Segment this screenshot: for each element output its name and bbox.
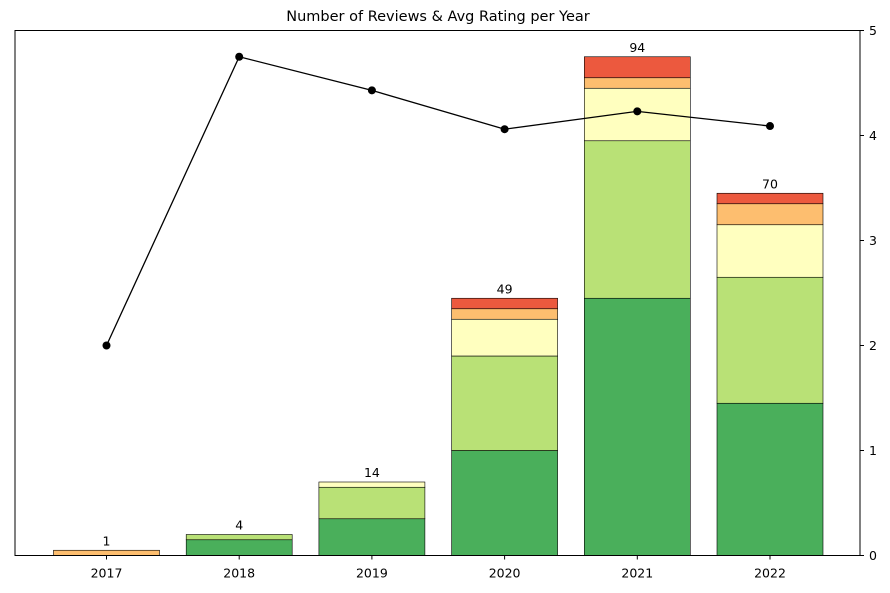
- avg-rating-point-2017: [102, 341, 111, 350]
- y-right-tick-label-5: 5: [869, 23, 877, 38]
- avg-rating-point-2022: [766, 122, 774, 131]
- x-tick-label-2017: 2017: [91, 566, 123, 581]
- bar-segment-2022-level-4: [716, 203, 824, 226]
- x-axis: 2017 2018 2019 2020 2021 2022: [91, 555, 786, 581]
- bar-segment-2020-level-1: [451, 450, 558, 556]
- bars-layer: [53, 56, 824, 556]
- bar-segment-2018-level-1: [185, 539, 293, 556]
- y-right-tick-label-0: 0: [869, 548, 877, 563]
- chart-title: Number of Reviews & Avg Rating per Year: [286, 9, 590, 25]
- avg-rating-point-2021: [633, 107, 642, 116]
- bar-segment-2019-level-2: [318, 486, 426, 520]
- avg-rating-line: [105, 55, 771, 346]
- x-tick-label-2020: 2020: [489, 566, 521, 581]
- bar-segment-2021-level-1: [583, 297, 691, 556]
- bar-segment-2020-level-3: [451, 318, 558, 357]
- avg-rating-point-2018: [235, 52, 244, 61]
- y-right-tick-label-4: 4: [869, 128, 877, 143]
- bar-segment-2018-level-2: [185, 534, 293, 541]
- bar-segment-2022-level-2: [716, 276, 824, 404]
- bar-total-label-2018: 4: [235, 518, 243, 533]
- bar-total-label-2021: 94: [629, 40, 645, 55]
- bar-segment-2019-level-1: [318, 518, 426, 556]
- y-axis-right: 0 1 2 3 4 5: [860, 23, 877, 563]
- bar-segment-2017-level-4: [53, 549, 160, 556]
- bar-segment-2020-level-5: [451, 297, 558, 310]
- bar-segment-2019-level-3: [318, 481, 426, 488]
- bar-segment-2021-level-2: [583, 140, 691, 299]
- y-right-tick-label-1: 1: [869, 443, 877, 458]
- avg-rating-point-2019: [367, 86, 376, 95]
- bar-segment-2020-level-4: [451, 308, 558, 320]
- bar-total-label-2017: 1: [103, 533, 111, 548]
- bar-segment-2021-level-4: [583, 77, 691, 89]
- y-right-tick-label-2: 2: [869, 338, 877, 353]
- bar-segment-2020-level-2: [451, 355, 558, 451]
- bar-total-label-2022: 70: [762, 176, 778, 191]
- bar-segment-2022-level-3: [716, 224, 824, 278]
- x-tick-label-2021: 2021: [621, 566, 653, 581]
- y-right-tick-label-3: 3: [869, 233, 877, 248]
- avg-rating-point-2020: [500, 125, 509, 134]
- x-tick-label-2018: 2018: [223, 566, 255, 581]
- bar-total-label-2020: 49: [497, 281, 513, 296]
- bar-segment-2022-level-5: [716, 192, 824, 205]
- bar-total-label-2019: 14: [364, 465, 380, 480]
- bar-segment-2021-level-5: [583, 56, 691, 79]
- x-tick-label-2019: 2019: [356, 566, 388, 581]
- rating-line-layer: [102, 52, 774, 350]
- plot-frame: [14, 30, 861, 556]
- bar-segment-2022-level-1: [716, 402, 824, 556]
- x-tick-label-2022: 2022: [754, 566, 786, 581]
